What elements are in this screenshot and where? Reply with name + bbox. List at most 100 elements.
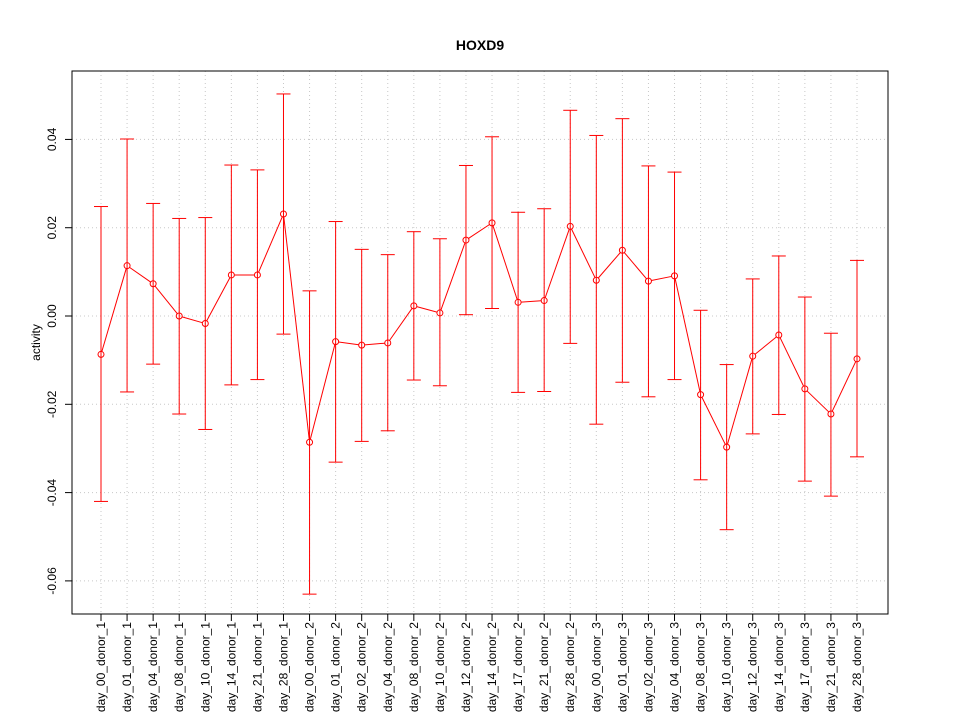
data-point [149,280,157,288]
data-point [488,219,496,227]
data-point [801,385,809,393]
data-point [175,312,183,320]
y-tick-label: 0.04 [45,127,59,151]
data-point [279,210,287,218]
data-point [384,339,392,347]
x-tick-label: day_02_donor_2 [355,622,369,712]
data-point [827,410,835,418]
x-tick-label: day_10_donor_3 [720,622,734,712]
series-line-segment [206,277,231,322]
x-tick-label: day_14_donor_1 [224,622,238,712]
series-line-segment [258,216,283,273]
series-line-segment [283,216,310,440]
x-tick-label: day_08_donor_1 [172,622,186,712]
data-point [618,246,626,254]
series-line-segment [468,224,490,239]
x-tick-label: day_21_donor_1 [250,622,264,712]
x-tick-label: day_12_donor_2 [459,622,473,712]
y-axis: -0.06 -0.04 -0.02 0.00 0.02 0.04 [45,127,73,595]
series-line-segment [806,390,830,413]
x-tick-label: day_28_donor_2 [563,622,577,712]
x-tick-label: day_01_donor_3 [615,622,629,712]
data-point [592,276,600,284]
data-point [775,331,783,339]
series-line-segment [309,344,336,440]
series-line-segment [101,268,127,352]
plot-frame [71,70,889,615]
x-tick-label: day_08_donor_2 [407,622,421,712]
data-point [358,341,366,349]
chart-title: HOXD9 [456,37,504,53]
x-tick-label: day_17_donor_2 [511,622,525,712]
x-tick-label: day_02_donor_3 [641,622,655,712]
series-line-segment [416,306,438,313]
data-point [644,277,652,285]
series-line-segment [521,300,542,303]
data-point [514,298,522,306]
series-line-segment [544,229,570,298]
grid [72,71,888,614]
data-point [749,352,757,360]
series-line-segment [779,337,805,387]
x-tick-label: day_14_donor_3 [772,622,786,712]
series-line-segment [440,242,466,311]
series-line-segment [623,252,647,280]
data-point [201,320,209,328]
data-point [227,271,235,279]
x-tick-label: day_21_donor_3 [824,622,838,712]
x-tick-label: day_01_donor_2 [329,622,343,712]
x-tick-label: day_00_donor_1 [94,622,108,712]
data-point [332,338,340,346]
x-tick-label: day_17_donor_3 [798,622,812,712]
data-point [123,262,131,270]
x-tick-label: day_28_donor_1 [276,622,290,712]
x-axis: day_00_donor_1 day_01_donor_1 day_04_donor… [94,613,864,712]
series-line-segment [674,278,701,392]
series-line-segment [597,252,621,279]
x-tick-label: day_10_donor_2 [433,622,447,712]
y-axis-label: activity [29,324,43,361]
data-point [723,443,731,451]
series-line-segment [727,358,753,445]
data-point [671,272,679,280]
data-point [853,355,861,363]
series-line-segment [389,308,413,341]
y-tick-label: 0.02 [45,216,59,240]
series-line-segment [338,341,359,346]
y-tick-label: 0.00 [45,304,59,328]
series-line-segment [181,316,203,324]
series-line-segment [492,225,518,300]
data-point [462,236,470,244]
series-line-segment [754,336,777,355]
series-line-segment [831,361,857,412]
data-point [566,222,574,230]
data-point [253,271,261,279]
x-tick-label: day_04_donor_3 [668,622,682,712]
series-activity [94,93,864,595]
x-tick-label: day_12_donor_3 [746,622,760,712]
data-point [540,297,548,305]
series-line-segment [701,397,726,445]
y-tick-label: -0.04 [45,479,59,507]
data-point [306,438,314,446]
x-tick-label: day_21_donor_2 [537,622,551,712]
data-point [97,350,105,358]
x-tick-label: day_28_donor_3 [850,622,864,712]
data-point [410,302,418,310]
y-tick-label: -0.06 [45,567,59,595]
x-tick-label: day_01_donor_1 [120,622,134,712]
series-line-segment [364,342,385,346]
data-point [697,391,705,399]
x-tick-label: day_00_donor_2 [303,622,317,712]
x-tick-label: day_08_donor_3 [694,622,708,712]
series-line-segment [129,266,151,283]
series-line-segment [571,228,596,278]
data-point [436,309,444,317]
series-line-segment [651,275,672,282]
y-tick-label: -0.02 [45,390,59,418]
x-tick-label: day_04_donor_1 [146,622,160,712]
x-tick-label: day_00_donor_3 [589,622,603,712]
x-tick-label: day_14_donor_2 [485,622,499,712]
x-tick-label: day_04_donor_2 [381,622,395,712]
